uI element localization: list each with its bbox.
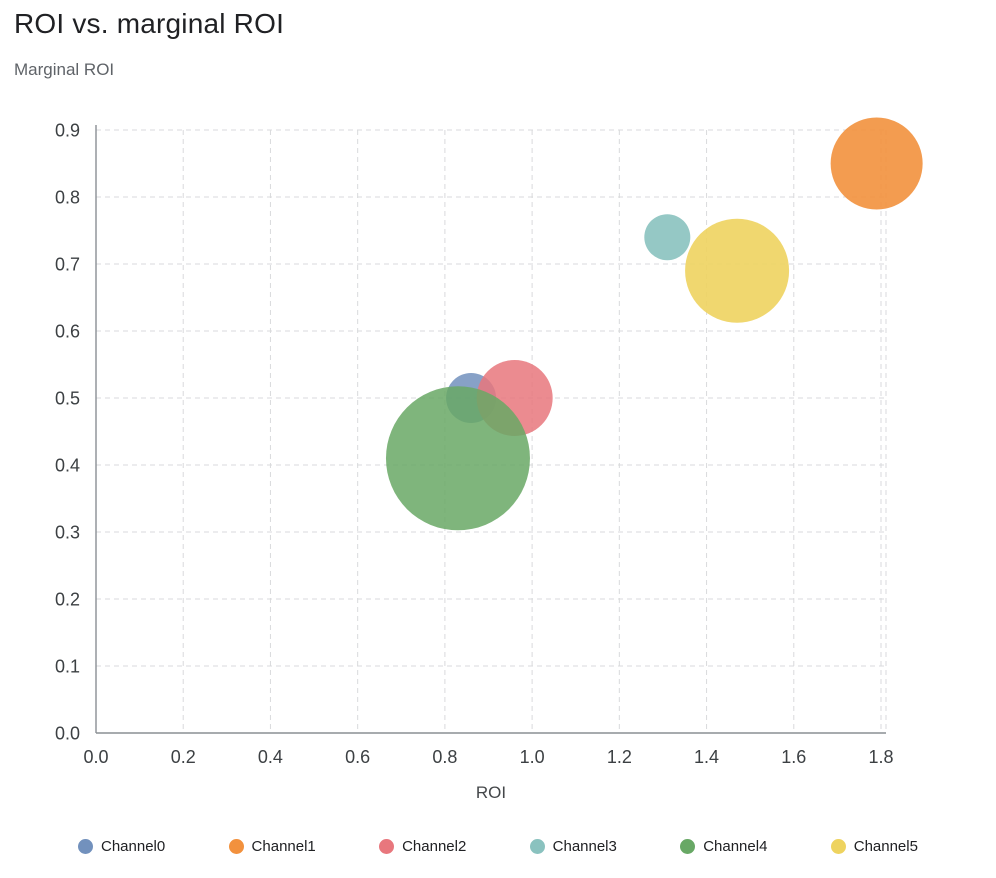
legend-swatch-Channel4: [680, 839, 696, 854]
legend-item-Channel3: Channel3: [529, 838, 617, 855]
y-tick-label: 0.0: [55, 724, 80, 744]
legend-swatch-Channel0: [78, 839, 93, 854]
legend-item-Channel0: Channel0: [78, 838, 165, 855]
y-axis-title: Marginal ROI: [14, 60, 115, 79]
x-tick-label: 1.6: [781, 747, 806, 767]
bubble-Channel1[interactable]: [830, 117, 923, 210]
bubble-Channel4[interactable]: [385, 386, 530, 531]
x-tick-label: 0.4: [258, 747, 283, 767]
x-tick-label: 0.0: [83, 747, 108, 767]
x-tick-label: 0.6: [345, 747, 370, 767]
x-tick-label: 1.4: [694, 747, 719, 767]
legend-item-Channel2: Channel2: [379, 838, 466, 855]
x-axis-title: ROI: [475, 783, 507, 802]
x-tick-label: 1.2: [607, 747, 632, 767]
legend-label: Channel2: [402, 838, 467, 855]
y-tick-label: 0.5: [55, 389, 80, 409]
legend-swatch-Channel3: [529, 839, 545, 854]
legend-item-Channel4: Channel4: [680, 838, 767, 855]
legend-label: Channel0: [101, 838, 166, 855]
y-tick-label: 0.8: [55, 188, 80, 208]
legend-swatch-Channel5: [830, 839, 846, 854]
y-tick-label: 0.7: [55, 255, 80, 275]
x-tick-label: 1.8: [868, 747, 893, 767]
legend-label: Channel4: [703, 838, 768, 855]
bubble-chart: 0.0 0.1 0.2 0.3 0.4 0.5 0.6 0.7 0.8 0.9 0.0 0.2 0.4 0…: [55, 117, 923, 767]
y-tick-label: 0.6: [55, 322, 80, 342]
x-tick-label: 0.2: [171, 747, 196, 767]
page-title: ROI vs. marginal ROI: [14, 8, 285, 39]
x-tick-label: 0.8: [432, 747, 457, 767]
y-tick-label: 0.4: [55, 456, 80, 476]
legend-label: Channel1: [251, 838, 316, 855]
y-tick-label: 0.3: [55, 523, 80, 543]
chart-legend: Channel0 Channel1 Channel2 Channel3 Channel4…: [0, 838, 996, 855]
legend-label: Channel3: [552, 838, 617, 855]
y-tick-label: 0.9: [55, 121, 80, 141]
y-tick-label: 0.1: [55, 657, 80, 677]
legend-label: Channel5: [853, 838, 918, 855]
x-tick-label: 1.0: [520, 747, 545, 767]
bubble-Channel3[interactable]: [644, 214, 691, 261]
legend-swatch-Channel1: [228, 839, 244, 854]
legend-item-Channel1: Channel1: [228, 838, 316, 855]
legend-item-Channel5: Channel5: [830, 838, 918, 855]
y-tick-label: 0.2: [55, 590, 80, 610]
legend-swatch-Channel2: [379, 839, 395, 854]
bubble-Channel5[interactable]: [685, 218, 790, 323]
